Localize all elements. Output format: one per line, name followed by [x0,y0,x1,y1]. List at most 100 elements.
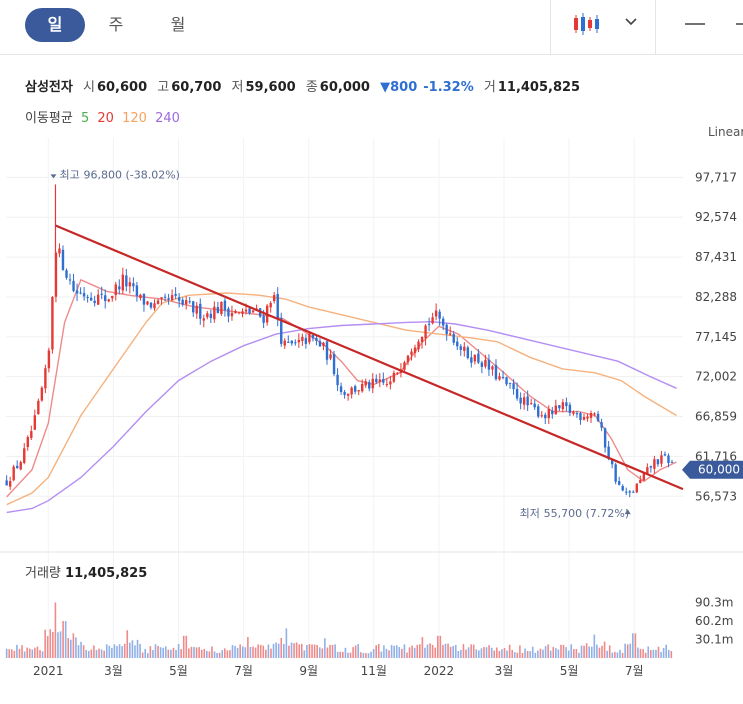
volume-bar [136,639,139,658]
volume-bar [159,647,162,658]
tab-monthly[interactable]: 월 [170,15,186,34]
ma-period-120[interactable]: 120 [122,111,147,126]
candle-body [635,483,638,493]
volume-bar [585,643,588,658]
volume-bar [429,643,431,658]
volume-bar [652,649,655,658]
candle-body [484,359,487,367]
candle-body [96,294,100,305]
candle-body [40,387,44,401]
chevron-down-icon[interactable] [624,17,638,27]
candle-body [315,337,318,341]
candle-body [561,402,565,410]
volume-bar [31,649,34,658]
moving-average-label: 이동평균 [25,111,73,126]
volume-bar [349,652,352,658]
candle-body [146,301,149,305]
volume-bar [424,647,426,658]
candle-body [16,465,19,469]
volume-bar [303,650,306,658]
min-annotation-label: 최저 [520,507,540,520]
candle-body [519,397,522,404]
volume-bar [308,644,311,658]
annotations: 최고 96,800 (-38.02%) 최저 55,700 (7.72%) [50,168,631,520]
volume-bar [503,648,506,658]
volume-bar [21,645,23,658]
volume-bar [488,645,490,658]
candle-body [582,417,586,420]
ma-period-20[interactable]: 20 [97,111,114,126]
candle-body [589,413,593,418]
tab-daily[interactable]: 일 [25,8,85,42]
volume-bar [614,651,616,658]
volume-title-label: 거래량 [25,566,61,581]
candle-body [167,298,170,300]
volume-bar [288,645,290,658]
ma-period-240[interactable]: 240 [155,111,180,126]
candle-body [276,294,279,319]
volume-bar [190,646,193,658]
volume-bar [526,650,529,658]
candle-body [19,462,22,470]
volume-bar [216,652,218,658]
candle-body [47,350,51,369]
volume-bar [670,650,673,658]
volume-bar [36,646,39,658]
candle-body [23,448,26,463]
candle-body [392,372,396,382]
trend-line [55,224,684,491]
candle-body [12,466,15,481]
candle-body [37,400,40,415]
minus-icon-partial[interactable] [736,22,743,26]
candle-body [153,303,156,309]
candle-body [163,296,167,298]
volume-bar [619,649,621,658]
volume-bar [218,652,221,658]
volume-bar [77,645,80,658]
price-info: 삼성전자 시 60,600 고 60,700 저 59,600 종 60,000 ▼80… [25,76,586,95]
tab-weekly[interactable]: 주 [108,15,124,34]
candle-body [357,390,360,392]
volume-bar [195,647,198,658]
volume-bar [452,645,454,658]
minus-icon[interactable] [684,22,706,26]
volume-bar [26,647,28,658]
volume-bar [567,650,570,658]
candle-body [156,300,160,304]
volume-bar [649,650,652,658]
volume-bar [331,644,334,658]
candle-body [396,372,399,374]
volume-bar [59,631,62,658]
candle-body [427,323,431,325]
candle-body [512,383,515,390]
gridlines [0,138,743,658]
volume-bar [46,636,49,658]
candle-body [283,340,286,346]
candle-body [438,311,441,319]
volume-bar [490,647,493,658]
current-price-marker: 60,000 [682,460,743,479]
candle-body [234,311,237,314]
volume-bar [421,637,424,658]
volume-bar [478,650,480,658]
volume-bar [139,644,141,658]
candle-body [269,302,272,308]
candle-body [537,406,540,417]
min-annotation-value: 55,700 (7.72%) [544,507,630,520]
volume-bar [442,645,444,658]
candle-body [61,249,65,271]
candlestick-icon[interactable] [572,12,602,36]
scale-label[interactable]: Linear [708,125,743,139]
volume-bar [403,644,406,658]
volume-bar [213,651,216,658]
candle-body [44,368,47,389]
ma-period-5[interactable]: 5 [80,111,90,126]
stock-chart[interactable]: Linear 97,717 92,574 87,431 82,288 77,145 72,… [0,120,743,680]
volume-bar [601,645,603,658]
volume-bar [436,635,439,658]
volume-bar [660,651,662,658]
volume-bar [467,647,470,658]
volume-bar [113,644,116,658]
volume-bar [388,650,390,658]
volume-bar [465,649,467,658]
